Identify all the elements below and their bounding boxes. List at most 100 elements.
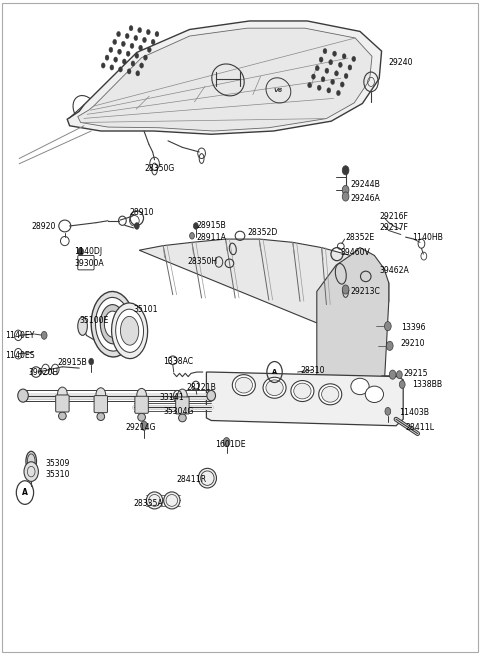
- Text: 29217F: 29217F: [379, 223, 408, 232]
- Circle shape: [331, 79, 335, 84]
- Circle shape: [335, 71, 338, 76]
- Ellipse shape: [207, 390, 216, 401]
- Text: 1140EY: 1140EY: [5, 331, 34, 340]
- Circle shape: [327, 88, 331, 93]
- Circle shape: [109, 47, 113, 52]
- Text: 28352D: 28352D: [247, 228, 277, 237]
- Text: 28350H: 28350H: [187, 257, 217, 267]
- Circle shape: [126, 51, 130, 56]
- Circle shape: [342, 192, 349, 201]
- Circle shape: [315, 66, 319, 71]
- Text: 28915B: 28915B: [197, 221, 227, 231]
- Ellipse shape: [179, 414, 186, 422]
- Circle shape: [131, 61, 135, 66]
- Circle shape: [340, 82, 344, 87]
- Text: 29244B: 29244B: [350, 180, 380, 189]
- Text: 13396: 13396: [401, 323, 425, 332]
- Circle shape: [319, 57, 323, 62]
- Ellipse shape: [164, 492, 180, 509]
- Circle shape: [323, 48, 327, 54]
- Text: 28411R: 28411R: [177, 475, 207, 484]
- Text: 29210: 29210: [401, 339, 425, 348]
- Circle shape: [342, 285, 349, 294]
- Circle shape: [348, 65, 352, 70]
- Circle shape: [384, 322, 391, 331]
- Ellipse shape: [97, 413, 105, 421]
- Circle shape: [151, 39, 155, 45]
- Ellipse shape: [100, 305, 125, 344]
- Circle shape: [338, 62, 342, 67]
- Ellipse shape: [111, 303, 148, 358]
- Ellipse shape: [146, 492, 163, 509]
- Text: 28121B: 28121B: [186, 383, 216, 392]
- Circle shape: [122, 59, 126, 64]
- Text: 29214G: 29214G: [126, 422, 156, 432]
- Circle shape: [333, 51, 336, 56]
- Ellipse shape: [232, 375, 255, 396]
- Text: 35304G: 35304G: [163, 407, 193, 416]
- Ellipse shape: [120, 316, 139, 345]
- Circle shape: [139, 45, 143, 50]
- Circle shape: [110, 65, 114, 70]
- FancyBboxPatch shape: [94, 396, 108, 413]
- Circle shape: [119, 67, 122, 72]
- Circle shape: [130, 43, 134, 48]
- Circle shape: [129, 26, 133, 31]
- Text: 28350G: 28350G: [144, 164, 174, 174]
- Circle shape: [41, 331, 47, 339]
- Polygon shape: [78, 28, 372, 131]
- Circle shape: [396, 371, 402, 379]
- Text: 28911A: 28911A: [197, 233, 227, 242]
- Text: 35310: 35310: [46, 470, 70, 479]
- Polygon shape: [139, 239, 389, 341]
- Circle shape: [325, 68, 329, 73]
- Circle shape: [385, 407, 391, 415]
- Text: 28411L: 28411L: [406, 422, 434, 432]
- Circle shape: [117, 31, 120, 37]
- Circle shape: [321, 77, 325, 82]
- FancyBboxPatch shape: [135, 396, 148, 413]
- Text: 28352E: 28352E: [346, 233, 375, 242]
- Ellipse shape: [96, 297, 130, 351]
- Text: 1601DE: 1601DE: [215, 440, 246, 449]
- Circle shape: [140, 63, 144, 68]
- Circle shape: [138, 28, 142, 33]
- Circle shape: [342, 54, 346, 59]
- Text: 35100E: 35100E: [79, 316, 108, 326]
- Text: A: A: [272, 369, 277, 375]
- Circle shape: [399, 381, 405, 388]
- Circle shape: [312, 74, 315, 79]
- Ellipse shape: [116, 309, 144, 352]
- Ellipse shape: [263, 377, 286, 398]
- Circle shape: [134, 223, 139, 229]
- FancyBboxPatch shape: [56, 395, 69, 412]
- Circle shape: [24, 462, 38, 481]
- Polygon shape: [317, 248, 389, 413]
- Circle shape: [96, 388, 106, 401]
- Text: 29240: 29240: [389, 58, 413, 67]
- Text: 29215: 29215: [403, 369, 428, 378]
- Text: A: A: [22, 488, 28, 497]
- Ellipse shape: [319, 384, 342, 405]
- Circle shape: [58, 387, 67, 400]
- Ellipse shape: [78, 317, 87, 335]
- Ellipse shape: [294, 383, 311, 399]
- Circle shape: [147, 47, 151, 52]
- Text: 39300A: 39300A: [74, 259, 104, 268]
- Ellipse shape: [59, 412, 66, 420]
- Circle shape: [101, 63, 105, 68]
- Circle shape: [141, 421, 147, 430]
- Text: 29213C: 29213C: [350, 287, 380, 296]
- Circle shape: [113, 39, 117, 45]
- Ellipse shape: [351, 379, 369, 394]
- Circle shape: [352, 56, 356, 62]
- Circle shape: [118, 49, 121, 54]
- Polygon shape: [67, 21, 382, 134]
- Text: 29246A: 29246A: [350, 194, 380, 203]
- Circle shape: [178, 389, 187, 402]
- FancyBboxPatch shape: [176, 397, 189, 414]
- Text: 28920: 28920: [31, 222, 56, 231]
- Text: 35101: 35101: [133, 305, 158, 314]
- Text: 28915B: 28915B: [58, 358, 87, 367]
- Text: 1140DJ: 1140DJ: [74, 247, 103, 256]
